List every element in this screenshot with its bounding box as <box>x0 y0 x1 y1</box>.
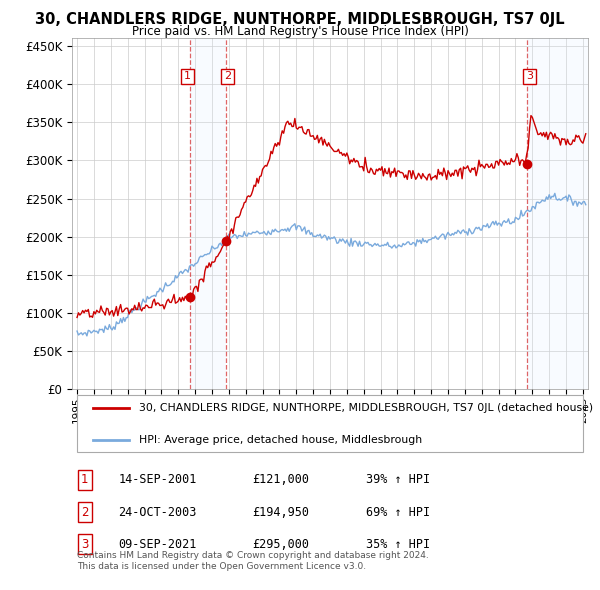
Text: 35% ↑ HPI: 35% ↑ HPI <box>366 537 430 550</box>
Text: 39% ↑ HPI: 39% ↑ HPI <box>366 473 430 486</box>
Text: 09-SEP-2021: 09-SEP-2021 <box>118 537 197 550</box>
Text: £121,000: £121,000 <box>253 473 310 486</box>
Bar <box>190 38 226 389</box>
Text: 30, CHANDLERS RIDGE, NUNTHORPE, MIDDLESBROUGH, TS7 0JL (detached house): 30, CHANDLERS RIDGE, NUNTHORPE, MIDDLESB… <box>139 403 593 413</box>
Text: HPI: Average price, detached house, Middlesbrough: HPI: Average price, detached house, Midd… <box>139 435 422 445</box>
Text: £194,950: £194,950 <box>253 506 310 519</box>
Text: 1: 1 <box>184 71 191 81</box>
Text: 3: 3 <box>81 537 89 550</box>
Text: 3: 3 <box>526 71 533 81</box>
Text: 69% ↑ HPI: 69% ↑ HPI <box>366 506 430 519</box>
Text: Price paid vs. HM Land Registry's House Price Index (HPI): Price paid vs. HM Land Registry's House … <box>131 25 469 38</box>
Text: 2: 2 <box>81 506 89 519</box>
Text: £295,000: £295,000 <box>253 537 310 550</box>
Text: Contains HM Land Registry data © Crown copyright and database right 2024.
This d: Contains HM Land Registry data © Crown c… <box>77 551 429 571</box>
FancyBboxPatch shape <box>77 395 583 451</box>
Bar <box>527 38 588 389</box>
Text: 14-SEP-2001: 14-SEP-2001 <box>118 473 197 486</box>
Text: 24-OCT-2003: 24-OCT-2003 <box>118 506 197 519</box>
Text: 30, CHANDLERS RIDGE, NUNTHORPE, MIDDLESBROUGH, TS7 0JL: 30, CHANDLERS RIDGE, NUNTHORPE, MIDDLESB… <box>35 12 565 27</box>
Text: 2: 2 <box>224 71 231 81</box>
Text: 1: 1 <box>81 473 89 486</box>
